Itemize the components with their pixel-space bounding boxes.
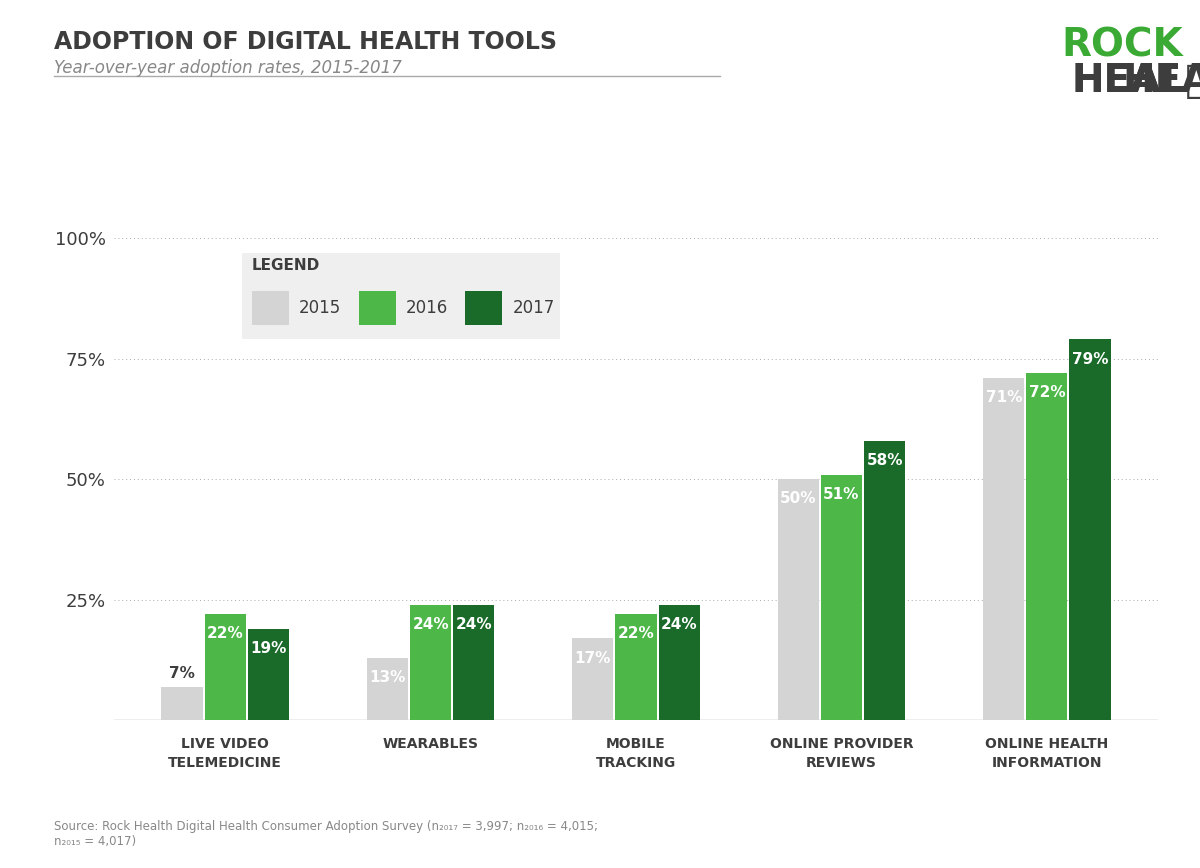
Bar	[864, 441, 905, 720]
Text: ROCK: ROCK	[1061, 26, 1183, 64]
FancyBboxPatch shape	[359, 292, 396, 325]
FancyBboxPatch shape	[466, 292, 503, 325]
Bar	[162, 687, 203, 720]
Bar	[616, 615, 656, 720]
Text: 50%: 50%	[780, 491, 816, 506]
Text: HEAL: HEAL	[1122, 62, 1200, 101]
Text: 79%: 79%	[1072, 352, 1109, 366]
Text: LEGEND: LEGEND	[252, 258, 320, 273]
Bar	[659, 605, 700, 720]
Text: 51%: 51%	[823, 487, 859, 502]
Bar	[778, 479, 818, 720]
Text: Source: Rock Health Digital Health Consumer Adoption Survey (n₂₀₁₇ = 3,997; n₂₀₁: Source: Rock Health Digital Health Consu…	[54, 820, 598, 848]
Bar	[1026, 373, 1068, 720]
Bar	[1069, 339, 1110, 720]
Text: 22%: 22%	[618, 627, 654, 641]
Text: ADOPTION OF DIGITAL HEALTH TOOLS: ADOPTION OF DIGITAL HEALTH TOOLS	[54, 30, 557, 55]
Bar	[204, 615, 246, 720]
Text: 2017: 2017	[512, 299, 554, 317]
Text: 2015: 2015	[299, 299, 341, 317]
Text: 24%: 24%	[413, 617, 449, 632]
FancyBboxPatch shape	[252, 292, 289, 325]
Bar	[821, 475, 862, 720]
Bar	[247, 628, 289, 720]
Bar	[367, 658, 408, 720]
Bar	[983, 378, 1025, 720]
Text: 58%: 58%	[866, 453, 902, 468]
Text: Year-over-year adoption rates, 2015-2017: Year-over-year adoption rates, 2015-2017	[54, 59, 402, 77]
Text: 24%: 24%	[661, 617, 697, 632]
FancyBboxPatch shape	[241, 253, 560, 339]
Text: 17%: 17%	[575, 650, 611, 666]
Text: 13%: 13%	[370, 670, 406, 685]
Bar	[572, 639, 613, 720]
Bar	[410, 605, 451, 720]
Text: 72%: 72%	[1028, 385, 1066, 400]
Text: 24%: 24%	[455, 617, 492, 632]
Text: HEAL➕H: HEAL➕H	[1072, 62, 1200, 101]
Text: 7%: 7%	[169, 666, 194, 681]
Text: 71%: 71%	[985, 390, 1022, 405]
Bar	[454, 605, 494, 720]
Text: HEAL: HEAL	[1072, 62, 1186, 101]
Text: 19%: 19%	[250, 641, 287, 656]
Text: 2016: 2016	[406, 299, 448, 317]
Text: 22%: 22%	[206, 627, 244, 641]
